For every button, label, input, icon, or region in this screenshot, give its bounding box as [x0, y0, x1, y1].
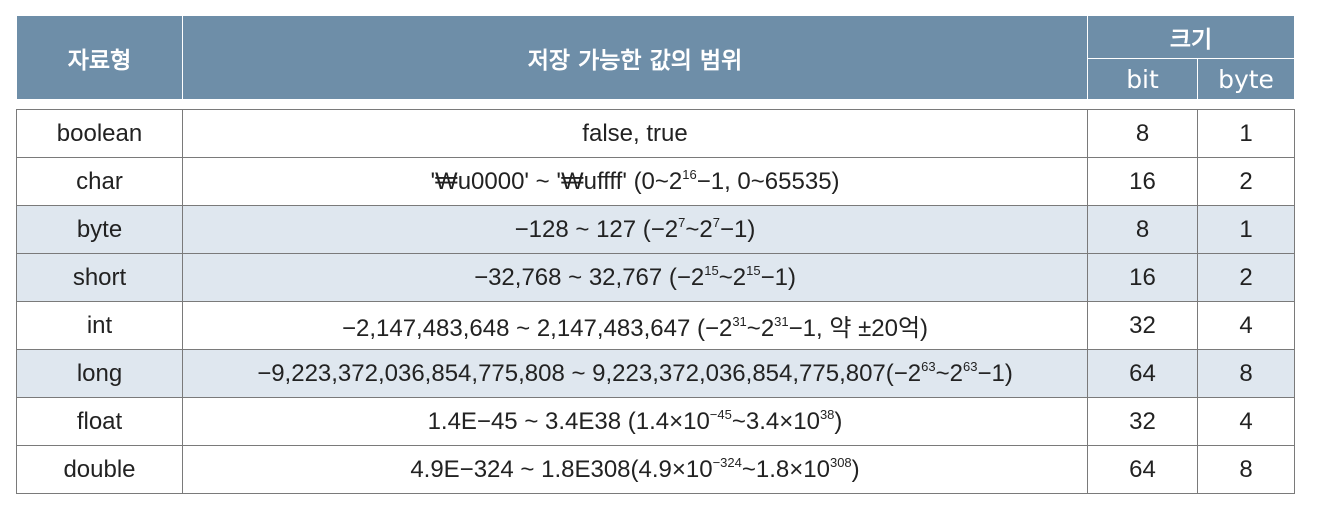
range-exponent: 7 — [712, 214, 720, 230]
range-text: 4.9E−324 ~ 1.8E308(4.9×10 — [410, 455, 713, 483]
range-text: ) — [834, 407, 843, 435]
cell-type: int — [16, 301, 183, 350]
cell-byte: 4 — [1196, 301, 1296, 350]
cell-range: 4.9E−324 ~ 1.8E308(4.9×10−324~1.8×10308) — [182, 445, 1088, 494]
cell-type: float — [16, 397, 183, 446]
header-bit: bit — [1087, 58, 1198, 100]
cell-type: char — [16, 157, 183, 206]
header-size: 크기 — [1086, 15, 1296, 59]
cell-byte: 1 — [1196, 205, 1296, 254]
range-text: ~1.8×10 — [741, 455, 830, 483]
cell-range: −2,147,483,648 ~ 2,147,483,647 (−231~231… — [182, 301, 1088, 350]
cell-type: boolean — [16, 109, 183, 158]
range-text: ) — [851, 455, 860, 483]
range-text: −1) — [719, 215, 756, 243]
range-exponent: 31 — [774, 314, 789, 329]
cell-range: −9,223,372,036,854,775,808 ~ 9,223,372,0… — [182, 349, 1088, 398]
range-exponent: −324 — [712, 454, 742, 470]
header-type: 자료형 — [16, 15, 183, 100]
range-exponent: 31 — [732, 314, 747, 329]
table-row: byte −128 ~ 127 (−27~27−1) 8 1 — [16, 205, 1296, 254]
range-exponent: 63 — [921, 358, 936, 374]
cell-byte: 4 — [1196, 397, 1296, 446]
range-exponent: 15 — [704, 262, 719, 278]
data-type-table: 자료형 저장 가능한 값의 범위 크기 bit byte boolean fals… — [16, 15, 1296, 494]
table-row: short −32,768 ~ 32,767 (−215~215−1) 16 2 — [16, 253, 1296, 302]
cell-byte: 2 — [1196, 157, 1296, 206]
range-text: −9,223,372,036,854,775,808 ~ 9,223,372,0… — [257, 359, 922, 387]
cell-bit: 64 — [1087, 445, 1198, 494]
range-text: ~2 — [718, 263, 747, 291]
data-type-table-container: 자료형 저장 가능한 값의 범위 크기 bit byte boolean fals… — [16, 15, 1296, 494]
range-text: −32,768 ~ 32,767 (−2 — [474, 263, 705, 291]
cell-bit: 32 — [1087, 301, 1198, 350]
range-text: −2,147,483,648 ~ 2,147,483,647 (−2 — [341, 315, 733, 342]
range-exponent: 63 — [962, 358, 978, 374]
range-exponent: 15 — [746, 262, 761, 278]
header-byte: byte — [1196, 58, 1296, 100]
cell-bit: 32 — [1087, 397, 1198, 446]
cell-type: byte — [16, 205, 183, 254]
cell-range: '₩u0000' ~ '₩uffff' (0~216−1, 0~65535) — [182, 157, 1088, 206]
cell-byte: 1 — [1196, 109, 1296, 158]
cell-bit: 8 — [1087, 109, 1198, 158]
cell-bit: 64 — [1087, 349, 1198, 398]
range-exponent: 38 — [819, 406, 835, 422]
table-body: boolean false, true 8 1 char '₩u0000' ~ '₩uff… — [16, 109, 1296, 494]
cell-bit: 8 — [1087, 205, 1198, 254]
range-exponent: 308 — [829, 454, 852, 470]
cell-range: false, true — [182, 109, 1088, 158]
table-row: long −9,223,372,036,854,775,808 ~ 9,223,3… — [16, 349, 1296, 398]
table-row: boolean false, true 8 1 — [16, 109, 1296, 158]
range-text: false, true — [582, 119, 688, 147]
range-text: ~2 — [746, 315, 775, 342]
cell-byte: 2 — [1196, 253, 1296, 302]
cell-range: 1.4E−45 ~ 3.4E38 (1.4×10−45~3.4×1038) — [182, 397, 1088, 446]
table-row: int −2,147,483,648 ~ 2,147,483,647 (−231~… — [16, 301, 1296, 350]
header-range: 저장 가능한 값의 범위 — [182, 15, 1088, 100]
cell-bit: 16 — [1087, 253, 1198, 302]
cell-type: long — [16, 349, 183, 398]
table-header: 자료형 저장 가능한 값의 범위 크기 bit byte — [16, 15, 1296, 100]
range-exponent: −45 — [709, 406, 732, 422]
table-row: char '₩u0000' ~ '₩uffff' (0~216−1, 0~6553… — [16, 157, 1296, 206]
range-exponent: 16 — [682, 166, 697, 182]
range-text: −1, 0~65535) — [696, 167, 840, 195]
cell-byte: 8 — [1196, 349, 1296, 398]
cell-type: short — [16, 253, 183, 302]
cell-byte: 8 — [1196, 445, 1296, 494]
range-text: '₩u0000' ~ '₩uffff' (0~2 — [430, 167, 683, 195]
range-text: ~3.4×10 — [731, 407, 820, 435]
range-text: −128 ~ 127 (−2 — [514, 215, 679, 243]
cell-bit: 16 — [1087, 157, 1198, 206]
table-row: double 4.9E−324 ~ 1.8E308(4.9×10−324~1.8×… — [16, 445, 1296, 494]
cell-range: −32,768 ~ 32,767 (−215~215−1) — [182, 253, 1088, 302]
range-exponent: 7 — [678, 214, 686, 230]
range-text: −1, 약 ±20억) — [788, 315, 929, 342]
range-text: ~2 — [685, 215, 713, 243]
range-text: 1.4E−45 ~ 3.4E38 (1.4×10 — [427, 407, 710, 435]
range-text: −1) — [977, 359, 1013, 387]
cell-range: −128 ~ 127 (−27~27−1) — [182, 205, 1088, 254]
table-row: float 1.4E−45 ~ 3.4E38 (1.4×10−45~3.4×103… — [16, 397, 1296, 446]
range-text: −1) — [760, 263, 796, 291]
cell-type: double — [16, 445, 183, 494]
range-text: ~2 — [935, 359, 963, 387]
